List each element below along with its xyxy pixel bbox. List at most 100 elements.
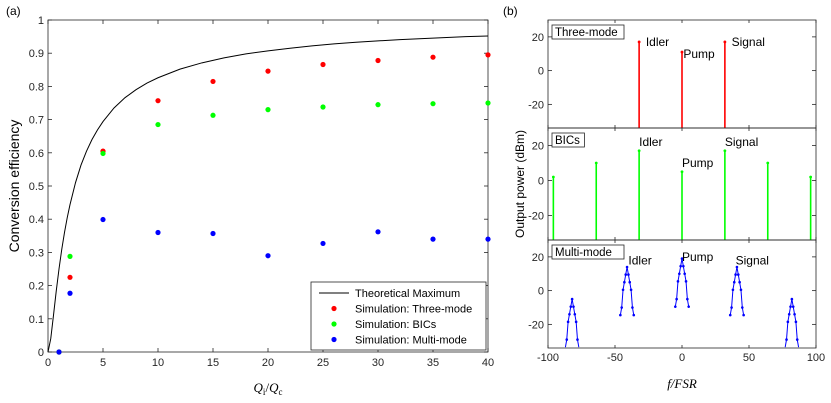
spectral-line-marker xyxy=(637,149,641,153)
spectral-peak-sample xyxy=(632,313,636,317)
spectral-peak-sample xyxy=(794,320,798,324)
spectral-line-marker xyxy=(723,149,727,153)
spectral-peak-sample xyxy=(684,280,688,283)
y-tick-label: 0.5 xyxy=(29,181,44,193)
subplot-bics: -20 0 20 BICs Idler Pump Signal xyxy=(528,127,817,241)
spectral-peak-sample xyxy=(682,264,685,268)
subplot-three-mode: -20 0 20 Three-mode Idler Pump Signal xyxy=(528,19,817,129)
spectral-peak-sample xyxy=(624,273,628,276)
spectral-peak-sample xyxy=(576,338,579,341)
spectral-peak-sample xyxy=(572,305,575,308)
x-tick-label: -100 xyxy=(537,352,559,364)
spectral-peak-sample xyxy=(734,273,737,276)
series-1-point xyxy=(67,274,73,280)
series-3-point xyxy=(210,230,216,237)
spectral-line-marker xyxy=(680,50,684,54)
spectral-peak-sample xyxy=(570,297,574,301)
series-3-point xyxy=(485,236,491,242)
y-tick-label: -20 xyxy=(528,99,544,111)
panel-b-output-spectra: (b) -20 0 20 Three-mode Idler Pump Signal -20 0 20… xyxy=(503,4,825,391)
y-tick-label: 0.6 xyxy=(29,148,44,160)
spectral-peak-sample xyxy=(786,320,790,324)
x-axis-label: f/FSR xyxy=(667,376,697,391)
series-2-point xyxy=(265,107,271,113)
x-tick-label: -50 xyxy=(607,352,623,364)
subplot-tag-box xyxy=(551,244,625,260)
subplot-tag: Three-mode xyxy=(555,27,618,39)
spectral-peak-sample xyxy=(628,280,632,284)
x-tick-label: 30 xyxy=(372,357,384,369)
spectral-peak-sample xyxy=(623,280,626,284)
spectral-line-marker xyxy=(766,161,770,165)
y-tick-label: 0.3 xyxy=(29,247,44,259)
spectral-peak-sample xyxy=(674,305,677,308)
spectral-peak-sample xyxy=(625,265,629,269)
panel-a-conversion-efficiency: (a) 0 5 10 15 20 25 30 35 40 0 0.1 0.2 0.3 0.4 0.5 0.6 0.… xyxy=(6,4,494,397)
x-tick-label: 40 xyxy=(482,357,494,369)
spectral-peak-sample xyxy=(785,338,788,341)
x-tick-label: 0 xyxy=(45,357,51,369)
legend-point-swatch xyxy=(331,336,337,343)
spectral-peak-sample xyxy=(735,265,739,269)
y-tick-label: -20 xyxy=(528,319,544,331)
series-2-point xyxy=(430,101,436,107)
annotation-idler: Idler xyxy=(646,35,669,49)
x-tick-label: 50 xyxy=(743,352,755,364)
spectral-peak-sample xyxy=(739,288,743,292)
series-1-point xyxy=(320,61,326,68)
spectral-peak-sample xyxy=(730,306,733,309)
series-3-point xyxy=(56,349,62,355)
y-tick-label: 0.7 xyxy=(29,115,44,127)
spectral-peak-sample xyxy=(736,273,740,276)
series-3-point xyxy=(155,229,161,236)
series-3-point xyxy=(430,236,436,242)
spectral-peak-sample xyxy=(680,257,684,260)
series-3-point xyxy=(375,229,381,235)
x-tick-label: 15 xyxy=(207,357,219,369)
annotation-pump: Pump xyxy=(683,47,715,61)
y-tick-label: 20 xyxy=(532,252,544,264)
y-tick-label: 0.2 xyxy=(29,281,44,293)
series-3-point xyxy=(100,216,106,223)
series-1-point xyxy=(265,68,271,74)
spectral-peak-sample xyxy=(791,305,795,308)
spectral-peak-sample xyxy=(732,280,736,284)
series-2-point xyxy=(375,102,381,108)
spectral-line-marker xyxy=(594,161,598,165)
x-axis-label: Qi/Qc xyxy=(254,380,283,397)
legend-entry: Simulation: Three-mode xyxy=(355,304,472,316)
annotation-signal: Signal xyxy=(736,253,769,267)
y-tick-label: 0 xyxy=(538,66,544,78)
series-1-point xyxy=(155,98,161,104)
series-2-point xyxy=(320,104,326,110)
subplot-tag-box xyxy=(551,132,585,148)
y-tick-label: 20 xyxy=(532,141,544,153)
spectral-peak-sample xyxy=(574,320,578,324)
y-axis-label: Output power (dBm) xyxy=(513,130,527,238)
series-3-point xyxy=(320,240,326,247)
spectral-line-marker xyxy=(809,175,813,179)
y-tick-label: -20 xyxy=(528,211,544,223)
series-1-point xyxy=(485,52,491,58)
spectral-peak-sample xyxy=(679,264,682,268)
y-tick-label: 0.4 xyxy=(29,214,44,226)
x-tick-label: 10 xyxy=(152,357,164,369)
spectral-peak-sample xyxy=(795,338,799,341)
x-tick-label: 20 xyxy=(262,357,274,369)
spectral-peak-sample xyxy=(568,312,571,316)
series-1-point xyxy=(375,57,381,64)
series-1-point xyxy=(210,78,216,85)
x-tick-label: 25 xyxy=(317,357,329,369)
x-tick-label: 35 xyxy=(427,357,439,369)
legend-entry: Simulation: Multi-mode xyxy=(355,335,467,347)
annotation-idler: Idler xyxy=(639,135,662,149)
y-tick-label: 1 xyxy=(38,15,44,27)
panel-b-label: (b) xyxy=(503,4,518,18)
y-tick-label: 0 xyxy=(538,286,544,298)
annotation-idler: Idler xyxy=(628,253,651,267)
spectral-peak-sample xyxy=(742,313,745,317)
y-tick-label: 0 xyxy=(538,176,544,188)
spectral-peak-sample xyxy=(738,280,741,284)
spectral-peak-sample xyxy=(569,305,573,308)
spectral-peak-sample xyxy=(629,288,633,292)
